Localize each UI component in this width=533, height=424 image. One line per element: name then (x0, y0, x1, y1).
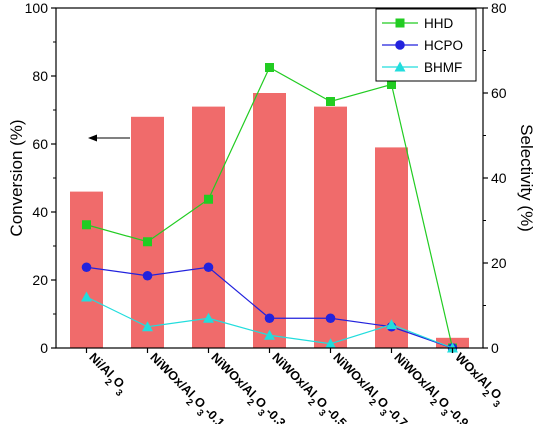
subscript: 2 (428, 397, 440, 409)
subscript: 3 (194, 407, 206, 419)
right-axis-ticks: 0 20 40 60 80 (483, 0, 507, 356)
hhd-point (82, 220, 91, 230)
hhd-point (143, 237, 152, 247)
hcpo-point (142, 270, 153, 281)
label-part: NiWOx/Al (391, 350, 441, 400)
hcpo-point (325, 313, 336, 324)
left-tick-label: 0 (40, 340, 48, 356)
subscript: 2 (184, 397, 196, 409)
conversion-bar (253, 93, 286, 348)
label-part: NiWOx/Al (208, 350, 258, 400)
hhd-point (265, 63, 274, 72)
label-part: WOx/Al (452, 350, 493, 391)
legend-label: HCPO (424, 38, 463, 53)
subscript: 3 (255, 407, 267, 419)
hhd-point (204, 194, 213, 204)
subscript: 2 (367, 397, 379, 409)
category-label: Ni/Al2O3 (82, 350, 130, 398)
y-axis-title: Conversion (%) (7, 119, 26, 236)
subscript: 2 (245, 397, 257, 409)
label-part: -0.7 (385, 405, 410, 424)
label-part: -0.3 (263, 405, 288, 424)
bhmf-point (386, 319, 397, 330)
category-label: WOx/Al2O3 (448, 350, 508, 410)
right-tick-label: 20 (491, 255, 507, 271)
label-part: -0.9 (446, 405, 471, 424)
subscript: 3 (316, 407, 328, 419)
selectivity-lines (81, 63, 458, 353)
bhmf-point (264, 329, 275, 340)
left-tick-label: 60 (32, 136, 48, 152)
label-part: NiWOx/Al (330, 350, 380, 400)
subscript: 2 (480, 388, 492, 400)
conversion-bars (70, 93, 469, 348)
left-tick-label: 40 (32, 204, 48, 220)
bhmf-point (142, 321, 153, 332)
label-part: NiWOx/Al (269, 350, 319, 400)
bhmf-point (81, 291, 92, 302)
right-tick-label: 80 (491, 0, 507, 16)
legend-marker (395, 18, 405, 28)
label-part: -0.1 (202, 405, 227, 424)
subscript: 2 (306, 397, 318, 409)
annotation-arrow (88, 134, 130, 142)
label-part: NiWOx/Al (147, 350, 197, 400)
right-tick-label: 0 (491, 340, 499, 356)
subscript: 3 (377, 407, 389, 419)
bhmf-point (325, 338, 336, 349)
legend-label: BHMF (424, 60, 462, 75)
y2-axis-title: Selectivity (%) (517, 124, 533, 232)
legend-marker (395, 40, 405, 50)
hcpo-point (203, 262, 214, 273)
subscript: 2 (103, 376, 115, 388)
hhd-point (387, 80, 396, 89)
legend-label: HHD (424, 16, 453, 31)
subscript: 3 (113, 387, 125, 399)
label-part: -0.5 (324, 405, 349, 424)
left-tick-label: 100 (25, 0, 49, 16)
conversion-bar (314, 106, 347, 348)
left-tick-label: 20 (32, 272, 48, 288)
left-axis-ticks: 0 20 40 60 80 100 (25, 0, 56, 356)
hcpo-point (81, 262, 92, 273)
hcpo-point (264, 313, 275, 324)
left-tick-label: 80 (32, 68, 48, 84)
conversion-bar (375, 147, 408, 348)
legend: HHD HCPO BHMF (375, 8, 477, 82)
right-tick-label: 40 (491, 170, 507, 186)
legend-marker (394, 61, 406, 72)
x-axis-ticks (85, 348, 454, 353)
bhmf-point (203, 312, 214, 323)
x-axis-category-labels: Ni/Al2O3 NiWOx/Al2O3-0.1NiWOx/Al2O3-0.3Ni… (82, 350, 508, 424)
conversion-bar (131, 116, 164, 348)
hhd-point (326, 97, 335, 106)
subscript: 3 (438, 407, 450, 419)
conversion-bar (192, 106, 225, 348)
label-part: Ni/Al (86, 350, 116, 380)
right-tick-label: 60 (491, 85, 507, 101)
subscript: 3 (491, 398, 503, 410)
